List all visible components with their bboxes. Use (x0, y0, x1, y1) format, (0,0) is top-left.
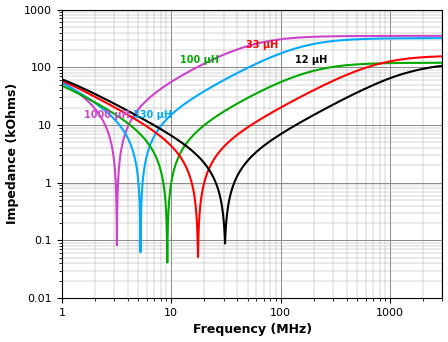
Text: 33 μH: 33 μH (246, 40, 278, 50)
Text: 1000 μH: 1000 μH (84, 110, 130, 120)
Text: 12 μH: 12 μH (295, 55, 327, 65)
X-axis label: Frequency (MHz): Frequency (MHz) (193, 324, 312, 337)
Y-axis label: Impedance (kOhms): Impedance (kOhms) (5, 83, 18, 224)
Text: 100 μH: 100 μH (180, 55, 219, 65)
Text: 330 μH: 330 μH (134, 110, 172, 120)
